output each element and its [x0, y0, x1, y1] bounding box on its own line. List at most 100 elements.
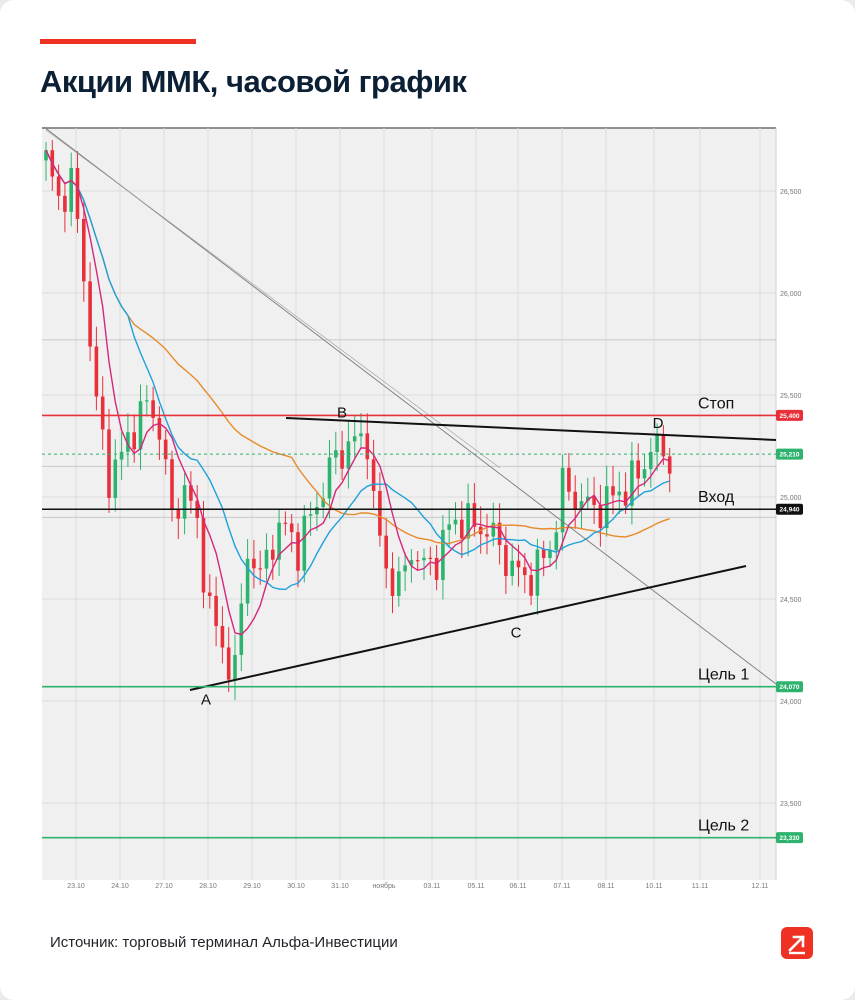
candle-body — [346, 441, 351, 469]
level-label: Стоп — [698, 395, 734, 412]
candle-body — [245, 558, 250, 604]
candle-body — [264, 549, 269, 569]
candle-body — [485, 534, 489, 537]
price-label-box — [776, 503, 803, 515]
candle-body — [390, 568, 395, 596]
x-tick-label: 27.10 — [155, 883, 173, 890]
candle-body — [623, 491, 628, 506]
candle-body — [636, 460, 640, 479]
candle-body — [422, 557, 426, 561]
candle-body — [100, 396, 105, 430]
candle-body — [182, 485, 187, 519]
candle-body — [541, 549, 546, 558]
accent-bar — [40, 39, 196, 44]
candle-body — [170, 459, 174, 509]
candle-body — [201, 517, 206, 593]
candle-body — [220, 626, 225, 648]
candle-body — [655, 435, 659, 452]
y-tick-label: 24,500 — [780, 597, 802, 604]
candle-body — [321, 498, 325, 507]
candle-body — [415, 560, 420, 562]
candle-body — [491, 522, 496, 537]
y-tick-label: 23,500 — [780, 801, 802, 808]
candle-body — [359, 433, 363, 437]
candle-body — [554, 532, 559, 551]
candle-body — [630, 460, 634, 506]
ma-slow-line — [45, 149, 670, 545]
y-tick-label: 25,500 — [780, 393, 802, 400]
candle-body — [497, 522, 502, 546]
candle-body — [44, 150, 48, 161]
candle-body — [208, 592, 212, 596]
candle-body — [371, 459, 376, 491]
candle-body — [157, 417, 162, 440]
x-tick-label: 10.11 — [646, 883, 663, 890]
candle-body — [548, 550, 552, 558]
pattern-point-label: C — [511, 624, 522, 641]
candle-body — [586, 496, 590, 502]
price-label: 23,330 — [780, 835, 800, 842]
candle-body — [441, 529, 445, 580]
x-tick-label: 05.11 — [468, 883, 485, 890]
candle-body — [119, 451, 124, 460]
candle-body — [289, 523, 294, 533]
price-label-box — [776, 409, 803, 421]
candle-body — [56, 176, 61, 196]
x-tick-label: 08.11 — [598, 883, 615, 890]
level-label: Вход — [698, 489, 735, 506]
candle-body — [126, 432, 130, 452]
candle-body — [69, 167, 73, 212]
y-tick-label: 24,000 — [780, 699, 802, 706]
candle-body — [598, 504, 603, 529]
candle-body — [296, 532, 300, 571]
price-label-box — [776, 681, 803, 693]
ma-mid-line — [45, 149, 670, 591]
x-tick-label: 31.10 — [331, 883, 349, 890]
x-tick-label: 30.10 — [287, 883, 305, 890]
candle-body — [516, 560, 521, 568]
candle-body — [82, 218, 86, 282]
x-tick-label: 28.10 — [199, 883, 217, 890]
x-tick-label: 06.11 — [510, 883, 527, 890]
candle-body — [604, 486, 609, 529]
candle-body — [384, 535, 388, 569]
candle-body — [592, 496, 596, 505]
x-tick-label: 11.11 — [692, 883, 709, 890]
candle-body — [579, 501, 584, 510]
price-label: 24,940 — [780, 507, 800, 514]
candle-body — [258, 568, 262, 570]
pattern-point-label: A — [201, 692, 211, 709]
candle-body — [189, 485, 193, 501]
x-tick-label: 24.10 — [111, 883, 129, 890]
candle-body — [151, 400, 155, 418]
alfa-arrow-logo-icon[interactable] — [781, 927, 813, 959]
candle-body — [94, 346, 99, 397]
candle-body — [667, 456, 672, 474]
candle-body — [453, 519, 458, 525]
candle-body — [504, 545, 508, 577]
x-tick-label: 07.11 — [554, 883, 571, 890]
candle-body — [176, 508, 181, 519]
candle-body — [560, 467, 565, 533]
candle-body — [75, 167, 80, 219]
candle-body — [302, 515, 307, 571]
y-tick-label: 25,000 — [780, 495, 802, 502]
diagonal-trend-line-2 — [45, 129, 501, 469]
candle-body — [567, 467, 571, 492]
level-label: Цель 2 — [698, 818, 749, 835]
diagonal-trend-line — [43, 126, 777, 685]
candle-body — [233, 655, 237, 680]
candle-body — [63, 195, 67, 212]
candle-body — [271, 549, 275, 560]
candle-body — [409, 560, 414, 566]
candle-body — [460, 519, 464, 539]
price-label: 25,210 — [780, 452, 800, 459]
candle-body — [145, 400, 149, 402]
candle-body — [334, 450, 338, 458]
x-tick-label: 12.11 — [752, 883, 769, 890]
plot-area — [42, 128, 776, 880]
candle-body — [113, 459, 118, 498]
candle-body — [277, 522, 281, 560]
candle-body — [428, 557, 433, 559]
